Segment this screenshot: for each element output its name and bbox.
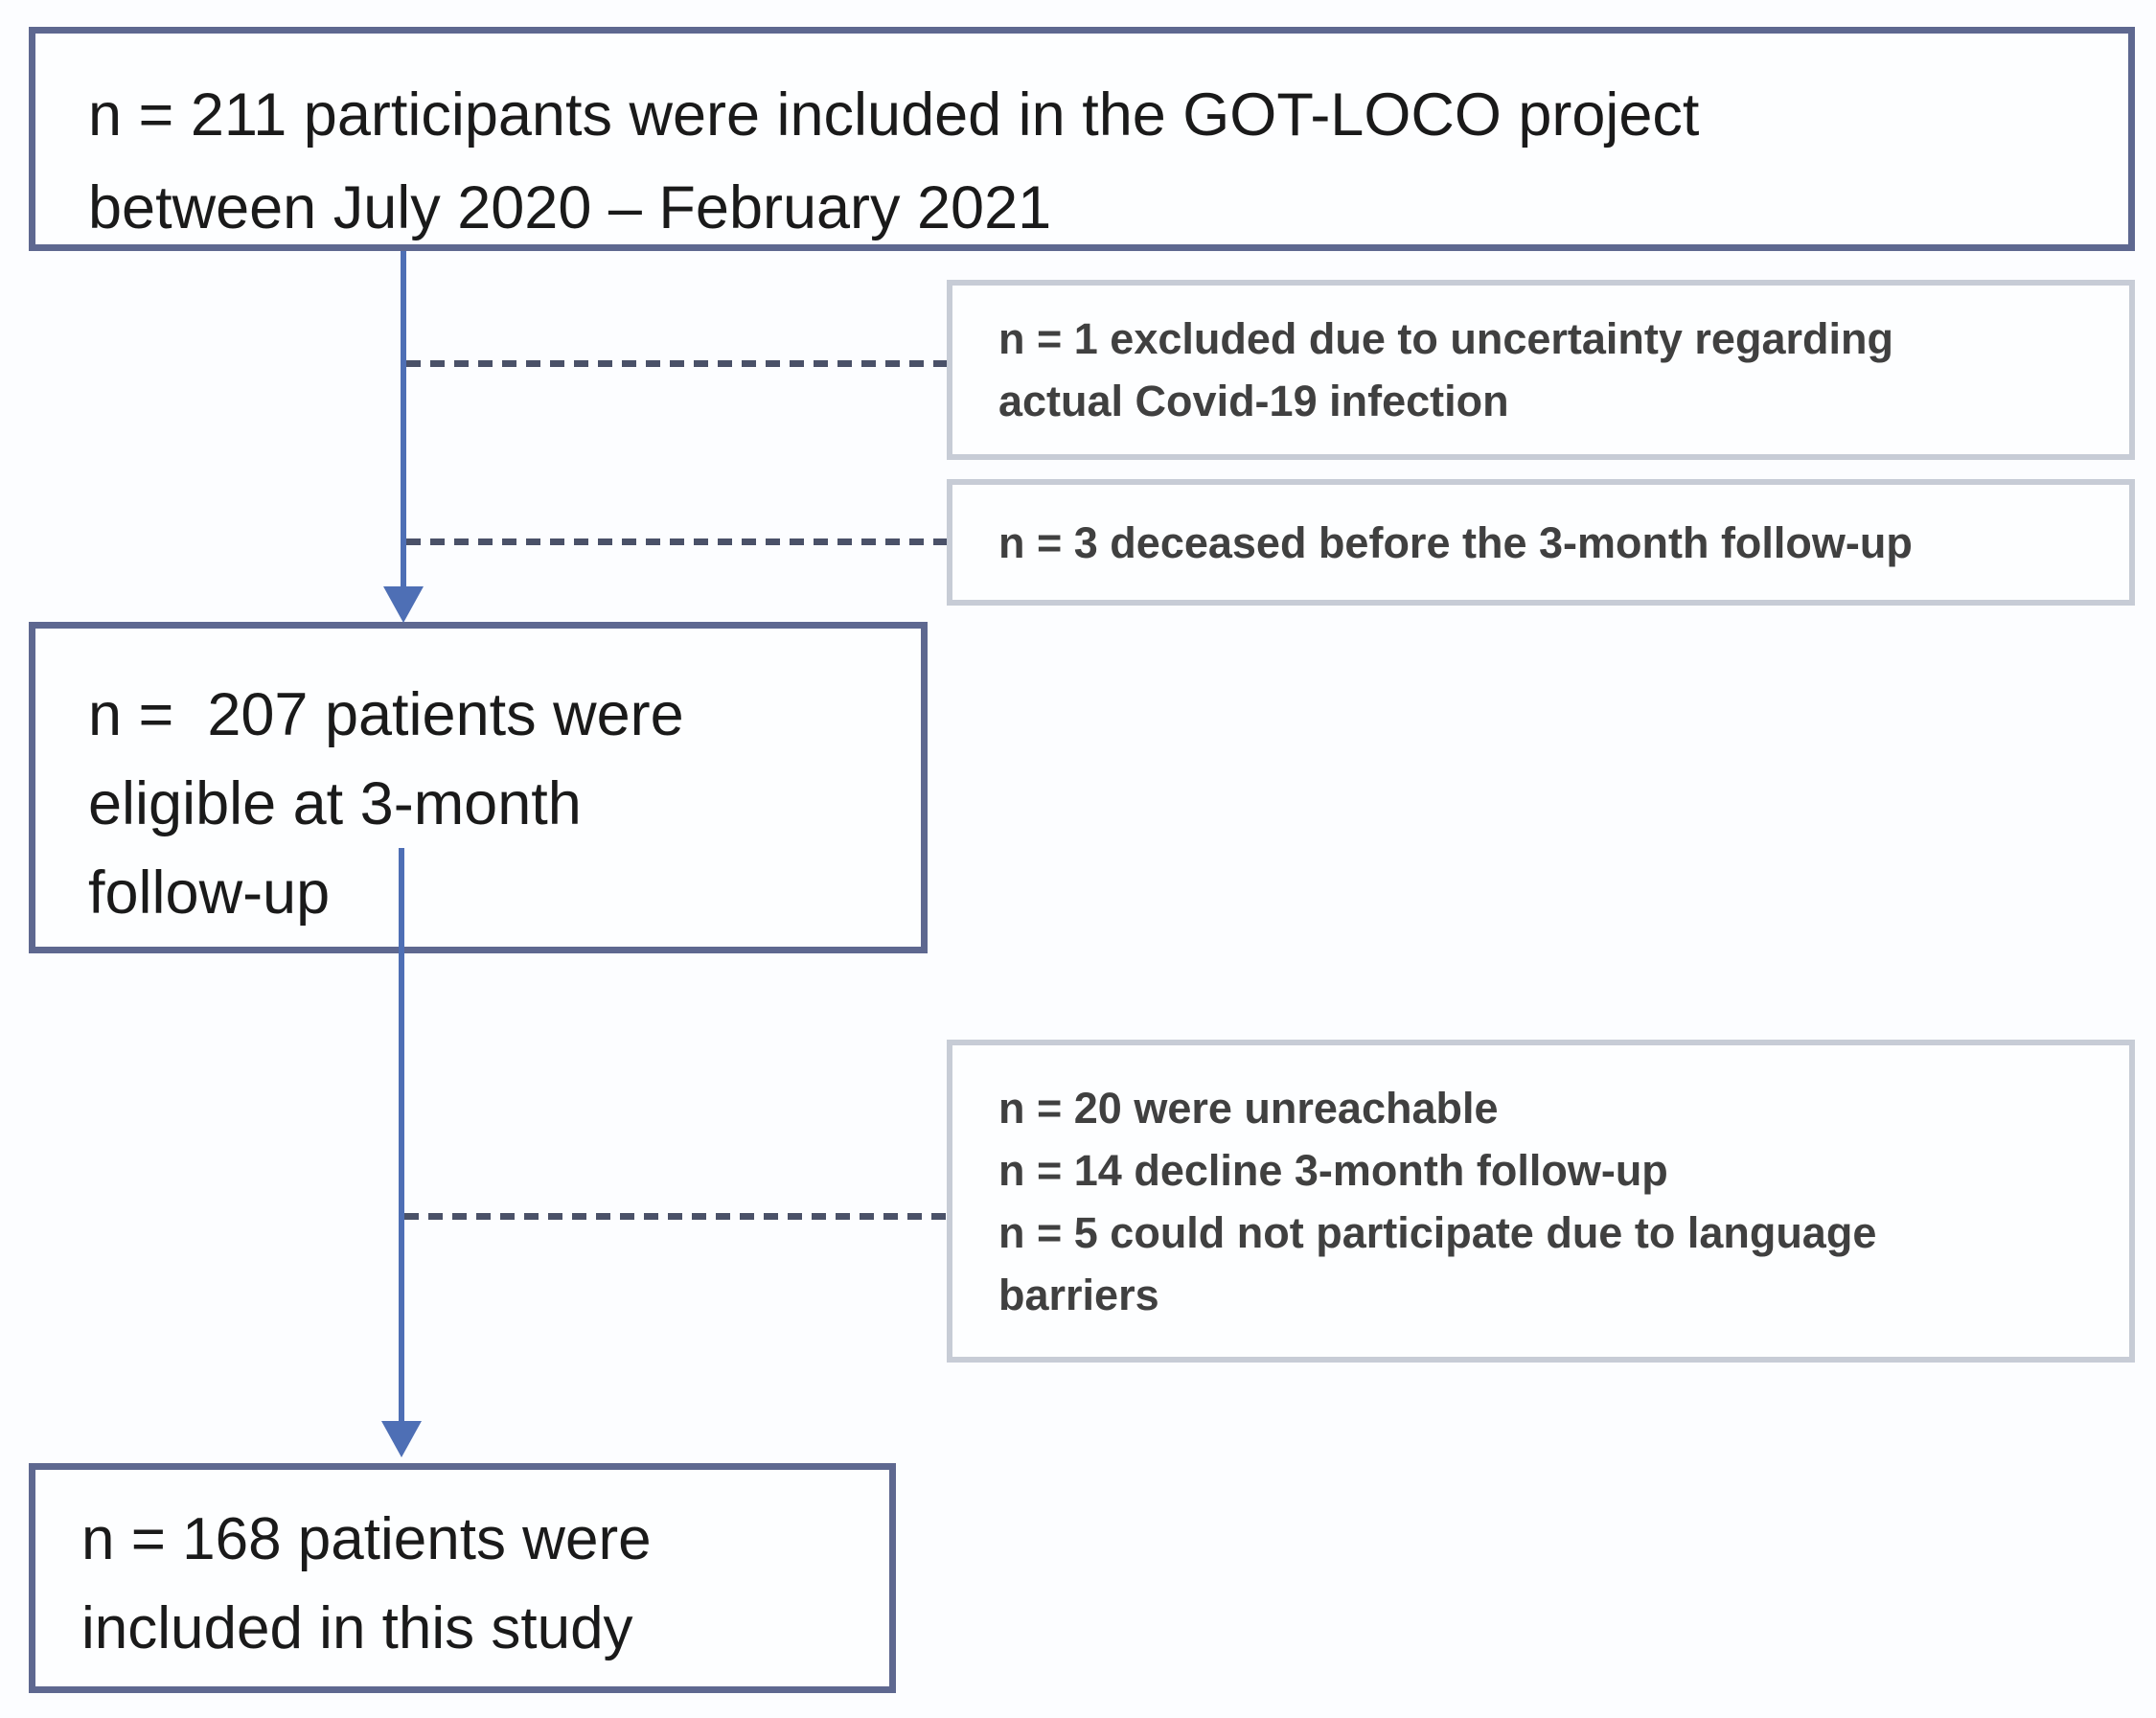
eligible-line-3: follow-up — [88, 859, 331, 927]
included-line-2: included in this study — [81, 1595, 633, 1661]
eligible-box-text: n = 207 patients were eligible at 3-mont… — [88, 671, 684, 938]
exclusion-3-line-3: n = 5 could not participate due to langu… — [998, 1207, 1877, 1257]
enrolled-line-2: between July 2020 – February 2021 — [88, 174, 1052, 241]
flow-arrow-2-arrowhead-icon — [381, 1421, 422, 1457]
dashed-connector-2 — [406, 538, 947, 545]
flow-arrow-2-line — [399, 848, 404, 1423]
exclusion-2-line-1: n = 3 deceased before the 3-month follow… — [998, 517, 1913, 567]
exclusion-box-not-followed-up: n = 20 were unreachable n = 14 decline 3… — [947, 1040, 2135, 1363]
flow-arrow-1-line — [401, 251, 406, 588]
eligible-box: n = 207 patients were eligible at 3-mont… — [29, 622, 928, 953]
exclusion-3-line-4: barriers — [998, 1270, 1159, 1319]
exclusion-1-line-1: n = 1 excluded due to uncertainty regard… — [998, 314, 1893, 363]
exclusion-3-line-1: n = 20 were unreachable — [998, 1083, 1499, 1133]
enrolled-box: n = 211 participants were included in th… — [29, 27, 2135, 251]
exclusion-1-line-2: actual Covid-19 infection — [998, 377, 1509, 425]
included-line-1: n = 168 patients were — [81, 1506, 652, 1572]
exclusion-box-covid-uncertainty: n = 1 excluded due to uncertainty regard… — [947, 280, 2135, 460]
included-box-text: n = 168 patients were included in this s… — [81, 1495, 652, 1673]
eligible-line-2: eligible at 3-month — [88, 770, 582, 837]
eligible-line-1: n = 207 patients were — [88, 681, 684, 748]
exclusion-box-deceased: n = 3 deceased before the 3-month follow… — [947, 479, 2135, 606]
enrolled-box-text: n = 211 participants were included in th… — [88, 69, 1699, 255]
flow-arrow-1-arrowhead-icon — [383, 586, 424, 623]
dashed-connector-1 — [406, 360, 947, 367]
dashed-connector-3 — [404, 1213, 947, 1220]
exclusion-3-line-2: n = 14 decline 3-month follow-up — [998, 1145, 1668, 1195]
included-box: n = 168 patients were included in this s… — [29, 1463, 896, 1693]
enrolled-line-1: n = 211 participants were included in th… — [88, 81, 1700, 149]
